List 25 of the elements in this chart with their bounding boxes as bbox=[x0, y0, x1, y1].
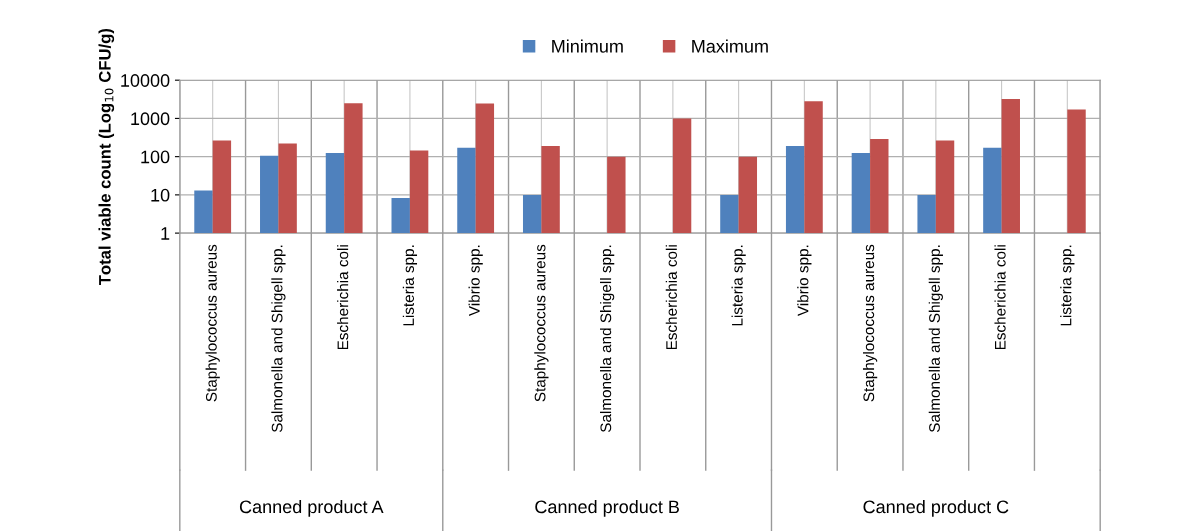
x-tick-label: Staphylococcus aureus bbox=[862, 244, 878, 402]
legend-label: Minimum bbox=[552, 39, 623, 53]
x-tick-label: Salmonella and Shigell spp. bbox=[600, 245, 615, 433]
y-tick-label: 1000 bbox=[131, 112, 170, 126]
x-tick-label: Escherichia coli bbox=[994, 245, 1006, 350]
text: Canned product A bbox=[239, 499, 384, 517]
x-tick-label: Salmonella and Shigell spp. bbox=[928, 245, 943, 433]
legend-label: Maximum bbox=[692, 39, 768, 53]
x-tick-label: Salmonella and Shigell spp. bbox=[271, 245, 286, 433]
y-tick-label: 1 bbox=[161, 227, 170, 240]
text: Canned product B bbox=[535, 499, 679, 517]
x-tick-label: Escherichia coli bbox=[665, 245, 677, 350]
y-axis-title: Total viable count (Log$_{10}$ CFU/g) bbox=[98, 28, 115, 286]
x-tick-label: Staphylococcus aureus bbox=[534, 244, 549, 402]
x-tick-label: Listeria spp. bbox=[402, 245, 418, 326]
x-tick-label: Listeria spp. bbox=[1060, 245, 1075, 326]
x-tick-label: Staphylococcus aureus bbox=[205, 244, 220, 402]
y-tick-label: 100 bbox=[141, 150, 170, 164]
x-tick-label: Vibrio spp. bbox=[797, 245, 812, 317]
x-tick-label: Listeria spp. bbox=[731, 245, 746, 326]
y-tick-label: 10 bbox=[151, 188, 170, 202]
y-tick-label: 10000 bbox=[121, 74, 170, 87]
text: Canned product C bbox=[863, 499, 1009, 517]
x-tick-label: Escherichia coli bbox=[337, 245, 349, 350]
x-tick-label: Vibrio spp. bbox=[468, 245, 483, 317]
